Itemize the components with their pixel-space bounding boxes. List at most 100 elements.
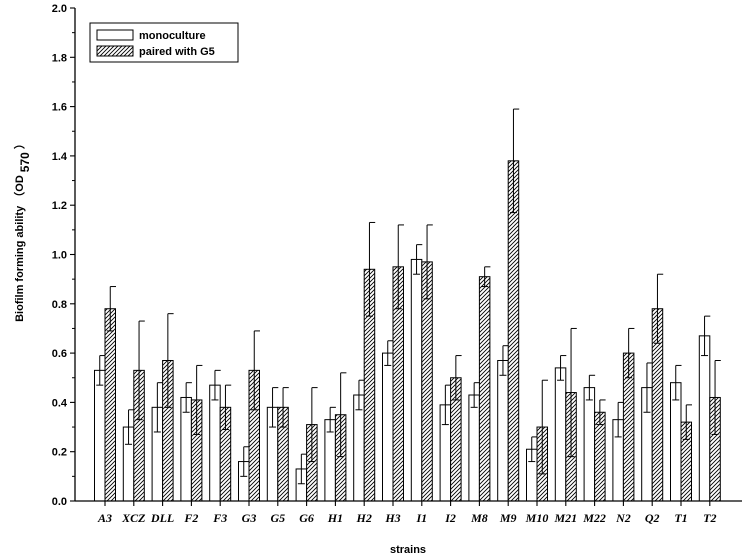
x-tick-label-M9: M9 xyxy=(499,511,517,525)
y-tick-label-4: 0.8 xyxy=(52,299,67,311)
error-bar-paired-I1 xyxy=(423,224,433,300)
error-bar-paired-N2 xyxy=(625,327,635,379)
bar-mono-M8 xyxy=(468,394,480,502)
x-tick-label-F3: F3 xyxy=(212,511,227,525)
error-bar-paired-M10 xyxy=(538,379,548,475)
error-bar-mono-M9 xyxy=(499,345,509,376)
error-bar-mono-M22 xyxy=(585,374,596,401)
bar-mono-F2 xyxy=(180,396,192,502)
x-tick-label-G6: G6 xyxy=(299,511,314,525)
bar-paired-A3 xyxy=(104,308,116,502)
bar-mono-H3 xyxy=(382,352,394,502)
error-bar-mono-XCZ xyxy=(125,409,135,445)
x-tick-label-H3: H3 xyxy=(384,511,400,525)
bar-mono-T2 xyxy=(698,335,711,502)
y-tick-label-2: 0.4 xyxy=(52,397,68,409)
error-bar-paired-T1 xyxy=(682,404,692,440)
error-bar-paired-T2 xyxy=(711,359,721,435)
error-bar-paired-Q2 xyxy=(653,273,664,344)
error-bar-paired-G5 xyxy=(279,387,289,428)
error-bar-mono-I2 xyxy=(441,384,452,426)
x-tick-label-H1: H1 xyxy=(327,511,343,525)
legend-label-paired: paired with G5 xyxy=(139,46,215,58)
error-bar-mono-F2 xyxy=(182,382,192,413)
bar-mono-M21 xyxy=(554,367,567,502)
y-axis-title-subscript: 570 xyxy=(18,152,32,172)
error-bar-paired-F2 xyxy=(193,364,203,435)
x-tick-label-G3: G3 xyxy=(242,511,257,525)
y-tick-label-0: 0.0 xyxy=(52,496,67,508)
x-axis-title: strains xyxy=(390,544,426,556)
x-tick-label-A3: A3 xyxy=(97,511,112,525)
error-bar-mono-I1 xyxy=(413,244,423,275)
bar-mono-I1 xyxy=(410,258,423,502)
x-tick-label-XCZ: XCZ xyxy=(121,511,146,525)
x-tick-label-M21: M21 xyxy=(553,511,577,525)
y-tick-label-8: 1.6 xyxy=(52,102,67,114)
y-tick-label-1: 0.2 xyxy=(52,447,67,459)
error-bar-paired-G6 xyxy=(308,387,318,463)
x-tick-label-G5: G5 xyxy=(270,511,285,525)
x-tick-label-M22: M22 xyxy=(582,511,606,525)
x-tick-label-T1: T1 xyxy=(674,511,687,525)
x-tick-label-M8: M8 xyxy=(470,511,488,525)
error-bar-mono-Q2 xyxy=(643,362,653,413)
y-tick-label-10: 2.0 xyxy=(52,3,67,15)
error-bar-paired-M22 xyxy=(596,399,606,426)
error-bar-mono-G5 xyxy=(269,387,279,428)
error-bar-paired-H1 xyxy=(337,372,347,458)
bar-paired-M8 xyxy=(478,276,491,502)
error-bar-paired-H3 xyxy=(394,224,404,310)
x-tick-label-M10: M10 xyxy=(525,511,549,525)
y-tick-label-7: 1.4 xyxy=(52,151,68,163)
error-bar-mono-T1 xyxy=(672,364,682,401)
error-bar-paired-I2 xyxy=(452,355,462,401)
error-bar-mono-N2 xyxy=(614,401,624,438)
error-bar-paired-G3 xyxy=(250,330,260,411)
x-tick-label-F2: F2 xyxy=(183,511,198,525)
bars-layer xyxy=(94,160,721,502)
error-bar-mono-A3 xyxy=(96,355,106,386)
y-axis-title: Biofilm forming ability （OD 570 ） xyxy=(13,138,32,322)
y-tick-label-5: 1.0 xyxy=(52,250,67,262)
error-bar-paired-M21 xyxy=(567,327,577,458)
error-bar-mono-T2 xyxy=(701,315,711,357)
error-bar-paired-F3 xyxy=(221,384,232,431)
y-tick-label-3: 0.6 xyxy=(52,348,67,360)
error-bar-mono-H1 xyxy=(326,406,336,433)
x-ticks: A3 XCZ DLL F2 F3 G3 G5 G6 H1 H2 H3 I1 I2 M8 M9 M10 M21 M2… xyxy=(97,501,716,525)
y-axis-title-main: Biofilm forming ability （OD xyxy=(13,175,26,322)
x-tick-label-DLL: DLL xyxy=(150,511,174,525)
error-bars-layer xyxy=(96,108,721,485)
y-axis-title-close: ） xyxy=(13,138,26,149)
x-tick-label-I1: I1 xyxy=(415,511,427,525)
error-bar-mono-H2 xyxy=(355,379,365,411)
y-ticks: 0.0 0.2 0.4 0.6 0.8 1.0 1.2 1.4 1.6 1.8 2.0 xyxy=(52,3,75,508)
x-tick-label-N2: N2 xyxy=(615,511,631,525)
error-bar-mono-F3 xyxy=(211,369,221,401)
x-tick-label-Q2: Q2 xyxy=(645,511,660,525)
legend-swatch-monoculture xyxy=(96,29,134,41)
legend: monoculture paired with G5 xyxy=(89,22,239,63)
error-bar-mono-M21 xyxy=(557,355,567,381)
error-bar-paired-M8 xyxy=(481,266,491,288)
error-bar-paired-DLL xyxy=(164,313,174,408)
legend-label-monoculture: monoculture xyxy=(139,30,206,42)
x-tick-label-I2: I2 xyxy=(444,511,456,525)
error-bar-paired-H2 xyxy=(365,221,376,317)
error-bar-mono-M10 xyxy=(528,436,538,463)
error-bar-mono-H3 xyxy=(384,340,394,366)
error-bar-mono-DLL xyxy=(153,382,164,433)
error-bar-paired-XCZ xyxy=(135,320,145,421)
bar-mono-M22 xyxy=(583,387,596,502)
bar-paired-M22 xyxy=(594,411,606,502)
error-bar-mono-G3 xyxy=(240,446,250,477)
legend-swatch-paired xyxy=(96,45,134,57)
error-bar-paired-A3 xyxy=(106,286,116,332)
error-bar-mono-G6 xyxy=(297,453,308,485)
x-tick-label-H2: H2 xyxy=(356,511,372,525)
error-bar-mono-M8 xyxy=(470,382,480,408)
x-tick-label-T2: T2 xyxy=(703,511,716,525)
bar-mono-A3 xyxy=(94,369,106,502)
